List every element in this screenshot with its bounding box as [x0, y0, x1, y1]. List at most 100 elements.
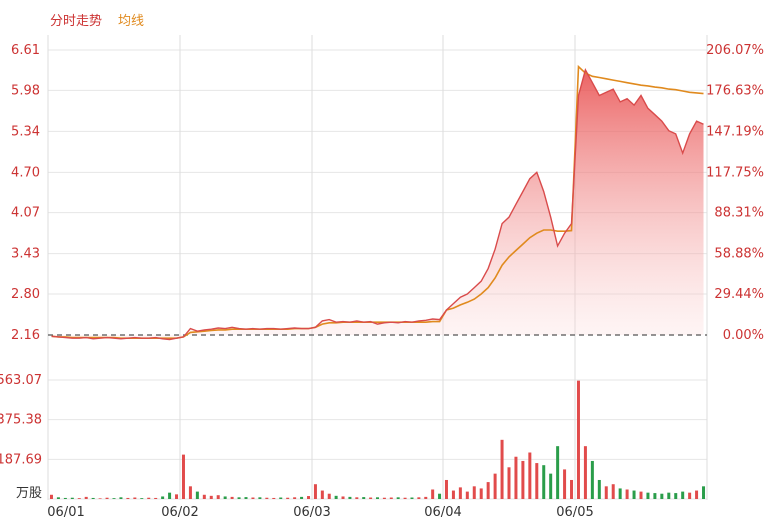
price-tick-label: 4.70	[11, 165, 40, 180]
legend-price-label[interactable]: 分时走势	[50, 13, 102, 29]
volume-bar	[667, 492, 671, 499]
volume-bar	[590, 460, 594, 499]
volume-bar	[147, 497, 151, 499]
volume-bar	[313, 484, 317, 499]
volume-bar	[133, 497, 137, 499]
percent-tick-label: 176.63%	[706, 83, 764, 98]
date-tick-label: 06/01	[47, 505, 84, 520]
volume-bar	[154, 497, 158, 499]
volume-bar	[472, 486, 476, 499]
price-tick-label: 6.61	[11, 43, 40, 58]
date-tick-label: 06/03	[293, 505, 330, 520]
volume-bar	[702, 486, 706, 499]
volume-bar	[611, 484, 615, 499]
volume-bar	[362, 497, 366, 499]
volume-bar	[188, 486, 192, 499]
volume-bar	[451, 490, 455, 499]
volume-bar	[334, 495, 338, 499]
volume-bar	[500, 439, 504, 499]
price-tick-label: 4.07	[11, 206, 40, 221]
volume-bar	[514, 456, 518, 499]
date-tick-label: 06/05	[556, 505, 593, 520]
volume-bar	[265, 497, 269, 499]
axis-labels-group: 6.61 5.98 5.34 4.70 4.07 3.43 2.80 2.16 206.07% 1…	[0, 43, 764, 520]
percent-tick-label: 0.00%	[723, 328, 764, 343]
price-tick-label: 2.16	[11, 328, 40, 343]
legend-avg-label[interactable]: 均线	[118, 14, 144, 29]
price-tick-label: 2.80	[11, 287, 40, 302]
volume-bar	[300, 496, 304, 499]
volume-bar	[112, 498, 116, 499]
volume-bar	[688, 492, 692, 499]
volume-bar	[175, 494, 179, 499]
volume-bar	[444, 479, 448, 499]
volume-bar	[140, 498, 144, 499]
volume-bar	[382, 497, 386, 499]
volume-bar	[389, 497, 393, 499]
volume-bar	[576, 380, 580, 499]
volume-bar	[660, 493, 664, 499]
price-area-group	[51, 69, 704, 340]
volume-bar	[424, 496, 428, 499]
volume-bars-group	[49, 380, 706, 499]
volume-bar	[98, 498, 102, 499]
volume-bar	[244, 497, 248, 499]
volume-bar	[479, 488, 483, 499]
volume-bar	[293, 497, 297, 499]
price-tick-label: 5.34	[11, 124, 40, 139]
price-tick-label: 5.98	[11, 83, 40, 98]
volume-tick-label: 187.69	[0, 452, 42, 467]
volume-bar	[396, 497, 400, 499]
volume-bar	[195, 491, 199, 499]
price-area-fill	[51, 69, 704, 340]
volume-bar	[639, 491, 643, 499]
volume-bar	[49, 494, 53, 499]
percent-tick-label: 206.07%	[706, 43, 764, 58]
volume-bar	[563, 469, 567, 499]
volume-bar	[556, 446, 560, 499]
volume-bar	[653, 493, 657, 499]
volume-bar	[681, 491, 685, 499]
volume-bar	[695, 490, 699, 499]
volume-bar	[272, 497, 276, 499]
volume-bar	[521, 460, 525, 499]
volume-bar	[202, 494, 206, 499]
volume-bar	[230, 496, 234, 499]
volume-bar	[91, 497, 95, 499]
volume-bar	[458, 487, 462, 499]
volume-bar	[431, 489, 435, 499]
volume-bar	[327, 493, 331, 499]
volume-bar	[251, 497, 255, 499]
price-tick-label: 3.43	[11, 247, 40, 262]
volume-bar	[646, 492, 650, 499]
line-series-group	[51, 64, 704, 341]
volume-bar	[493, 473, 497, 499]
volume-tick-label: 375.38	[0, 413, 42, 428]
volume-bar	[307, 496, 311, 499]
volume-bar	[417, 497, 421, 499]
volume-bar	[583, 446, 587, 499]
volume-bar	[119, 497, 123, 499]
volume-bar	[105, 497, 109, 499]
volume-bar	[126, 497, 130, 499]
volume-bar	[674, 493, 678, 499]
volume-bar	[549, 473, 553, 499]
percent-tick-label: 147.19%	[706, 124, 764, 139]
volume-bar	[604, 486, 608, 499]
volume-bar	[618, 488, 622, 499]
volume-bar	[286, 497, 290, 499]
percent-tick-label: 88.31%	[714, 206, 764, 221]
volume-bar	[209, 495, 213, 499]
date-tick-label: 06/02	[161, 505, 198, 520]
grid-lines	[47, 35, 708, 500]
volume-bar	[84, 496, 88, 499]
percent-tick-label: 29.44%	[714, 287, 764, 302]
percent-tick-label: 58.88%	[714, 247, 764, 262]
volume-bar	[535, 463, 539, 499]
volume-bar	[625, 489, 629, 499]
date-tick-label: 06/04	[424, 505, 461, 520]
volume-bar	[70, 497, 74, 499]
volume-bar	[403, 497, 407, 499]
volume-bar	[570, 479, 574, 499]
